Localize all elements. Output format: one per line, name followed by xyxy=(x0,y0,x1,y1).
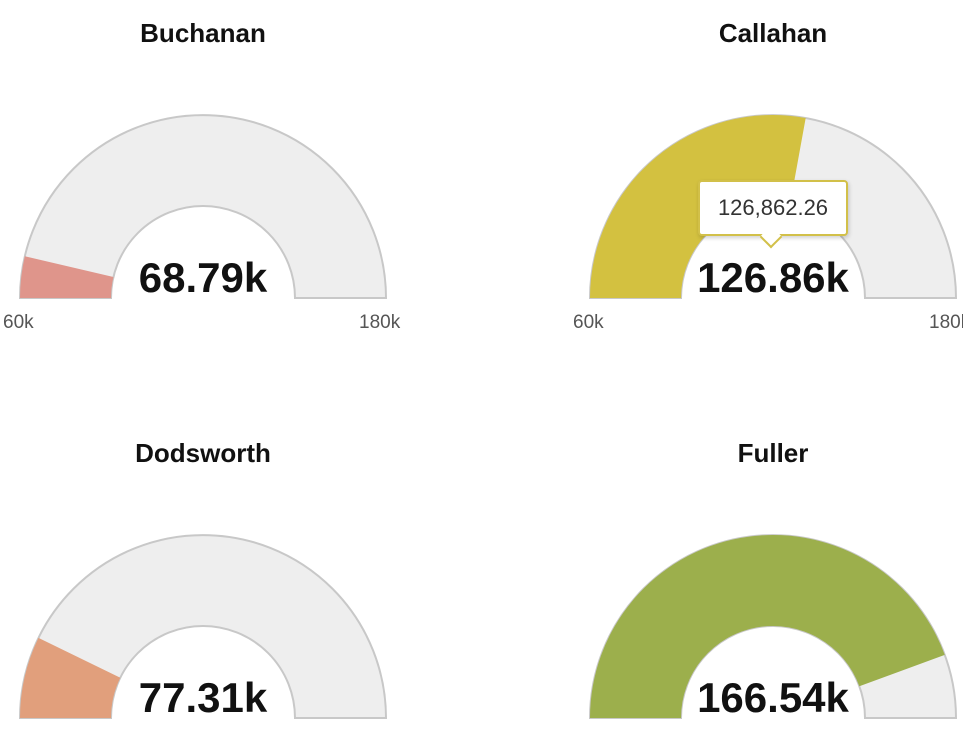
gauge-tooltip: 126,862.26 xyxy=(698,180,848,236)
gauge-value: 77.31k xyxy=(138,674,268,721)
gauge-min-label: 60k xyxy=(573,312,604,333)
gauge-buchanan: Buchanan 68.79k 60k 180k xyxy=(0,0,453,333)
gauge-min-label: 60k xyxy=(3,312,34,333)
gauge-fuller: Fuller 166.54k 60k 180k xyxy=(523,420,963,750)
gauge-callahan: Callahan 126.86k 60k 180k 126,862.26 xyxy=(523,0,963,333)
gauge-title: Buchanan xyxy=(140,18,266,48)
gauge-title: Dodsworth xyxy=(135,438,271,468)
gauge-fill[interactable] xyxy=(590,534,945,718)
gauge-value: 166.54k xyxy=(697,674,849,721)
gauge-title: Callahan xyxy=(718,18,828,48)
gauge-track xyxy=(18,534,388,719)
gauge-arc-svg xyxy=(18,114,388,299)
gauge-max-label: 180k xyxy=(359,312,401,333)
gauge-title: Fuller xyxy=(737,438,809,468)
gauge-value: 126.86k xyxy=(697,254,849,301)
gauge-fill[interactable] xyxy=(20,256,114,298)
gauge-dodsworth: Dodsworth 77.31k 60k 180k xyxy=(0,420,453,750)
gauge-value: 68.79k xyxy=(138,254,268,301)
gauge-arc-svg xyxy=(18,534,388,719)
gauge-arc-svg xyxy=(588,534,958,719)
gauge-max-label: 180k xyxy=(929,312,963,333)
gauge-fill[interactable] xyxy=(20,637,121,718)
gauge-track xyxy=(18,114,388,299)
